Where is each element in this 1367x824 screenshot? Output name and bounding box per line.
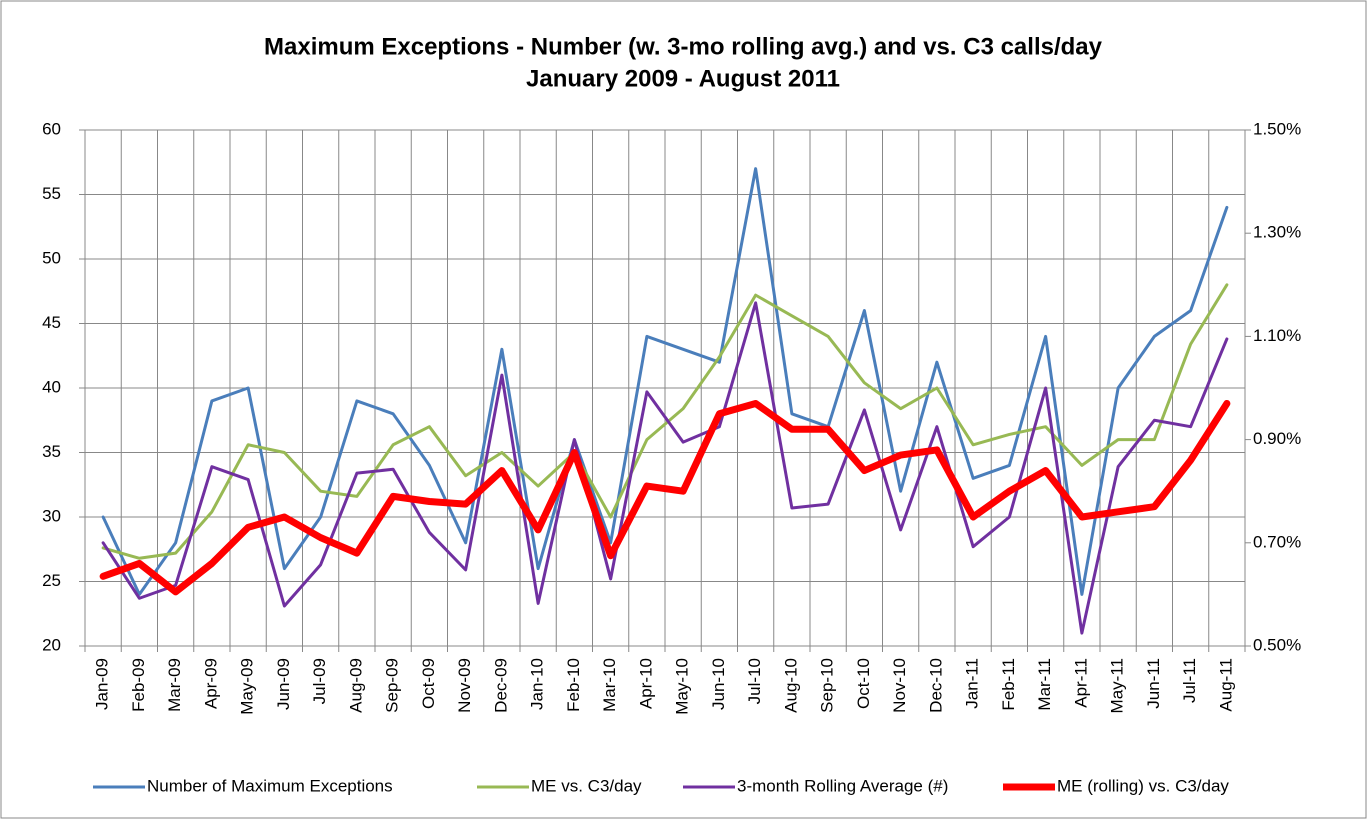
x-tick-label: May-11 (1108, 658, 1127, 713)
x-tick-label: Feb-09 (129, 658, 148, 712)
x-tick-label: Mar-10 (600, 658, 619, 712)
x-tick-label: Aug-10 (781, 658, 800, 713)
y2-tick-label: 1.30% (1253, 223, 1301, 242)
x-tick-label: Feb-11 (999, 658, 1018, 711)
x-tick-label: May-10 (673, 658, 692, 715)
x-tick-label: Jun-09 (274, 658, 293, 710)
x-tick-label: Apr-10 (636, 658, 655, 709)
x-tick-label: Nov-10 (890, 658, 909, 713)
chart-title: Maximum Exceptions - Number (w. 3-mo rol… (264, 33, 1103, 60)
x-tick-label: Aug-09 (346, 658, 365, 713)
x-tick-label: Jan-10 (528, 658, 547, 710)
x-tick-label: Mar-09 (165, 658, 184, 712)
y-tick-label: 40 (42, 377, 61, 396)
series-line (101, 301, 1229, 635)
x-tick-label: Jul-10 (745, 658, 764, 704)
legend-label: 3-month Rolling Average (#) (737, 776, 948, 795)
y2-tick-label: 1.50% (1253, 119, 1301, 138)
x-tick-label: Jul-09 (310, 658, 329, 704)
y-tick-label: 35 (42, 442, 61, 461)
series-line (99, 399, 1231, 596)
x-tick-label: Jan-11 (963, 658, 982, 709)
x-tick-label: Mar-11 (1035, 658, 1054, 711)
y-tick-label: 25 (42, 571, 61, 590)
series-line (101, 283, 1229, 560)
y2-tick-label: 1.10% (1253, 326, 1301, 345)
y-tick-label: 30 (42, 506, 61, 525)
x-tick-label: Feb-10 (564, 658, 583, 712)
x-tick-label: Nov-09 (455, 658, 474, 713)
y-tick-label: 45 (42, 313, 61, 332)
x-tick-label: May-09 (238, 658, 257, 715)
x-tick-label: Aug-11 (1216, 658, 1235, 712)
x-tick-label: Jul-11 (1180, 658, 1199, 703)
y-tick-label: 50 (42, 248, 61, 267)
y2-tick-label: 0.90% (1253, 429, 1301, 448)
x-tick-label: Dec-09 (491, 658, 510, 713)
x-tick-label: Sep-09 (383, 658, 402, 713)
x-tick-label: Apr-11 (1071, 658, 1090, 708)
y2-tick-label: 0.70% (1253, 532, 1301, 551)
x-tick-label: Jun-11 (1144, 658, 1163, 709)
x-tick-label: Jun-10 (709, 658, 728, 710)
x-tick-label: Oct-10 (854, 658, 873, 709)
legend-label: Number of Maximum Exceptions (147, 776, 393, 795)
legend-label: ME (rolling) vs. C3/day (1057, 776, 1229, 795)
y2-tick-label: 0.50% (1253, 635, 1301, 654)
y-tick-label: 20 (42, 635, 61, 654)
y-tick-label: 60 (42, 119, 61, 138)
x-tick-label: Sep-10 (818, 658, 837, 713)
y-tick-label: 55 (42, 184, 61, 203)
x-tick-label: Apr-09 (201, 658, 220, 709)
x-tick-label: Dec-10 (926, 658, 945, 713)
chart-subtitle: January 2009 - August 2011 (526, 65, 840, 92)
series-line (101, 167, 1229, 596)
x-tick-label: Oct-09 (419, 658, 438, 709)
legend-label: ME vs. C3/day (531, 776, 642, 795)
x-tick-label: Jan-09 (93, 658, 112, 710)
